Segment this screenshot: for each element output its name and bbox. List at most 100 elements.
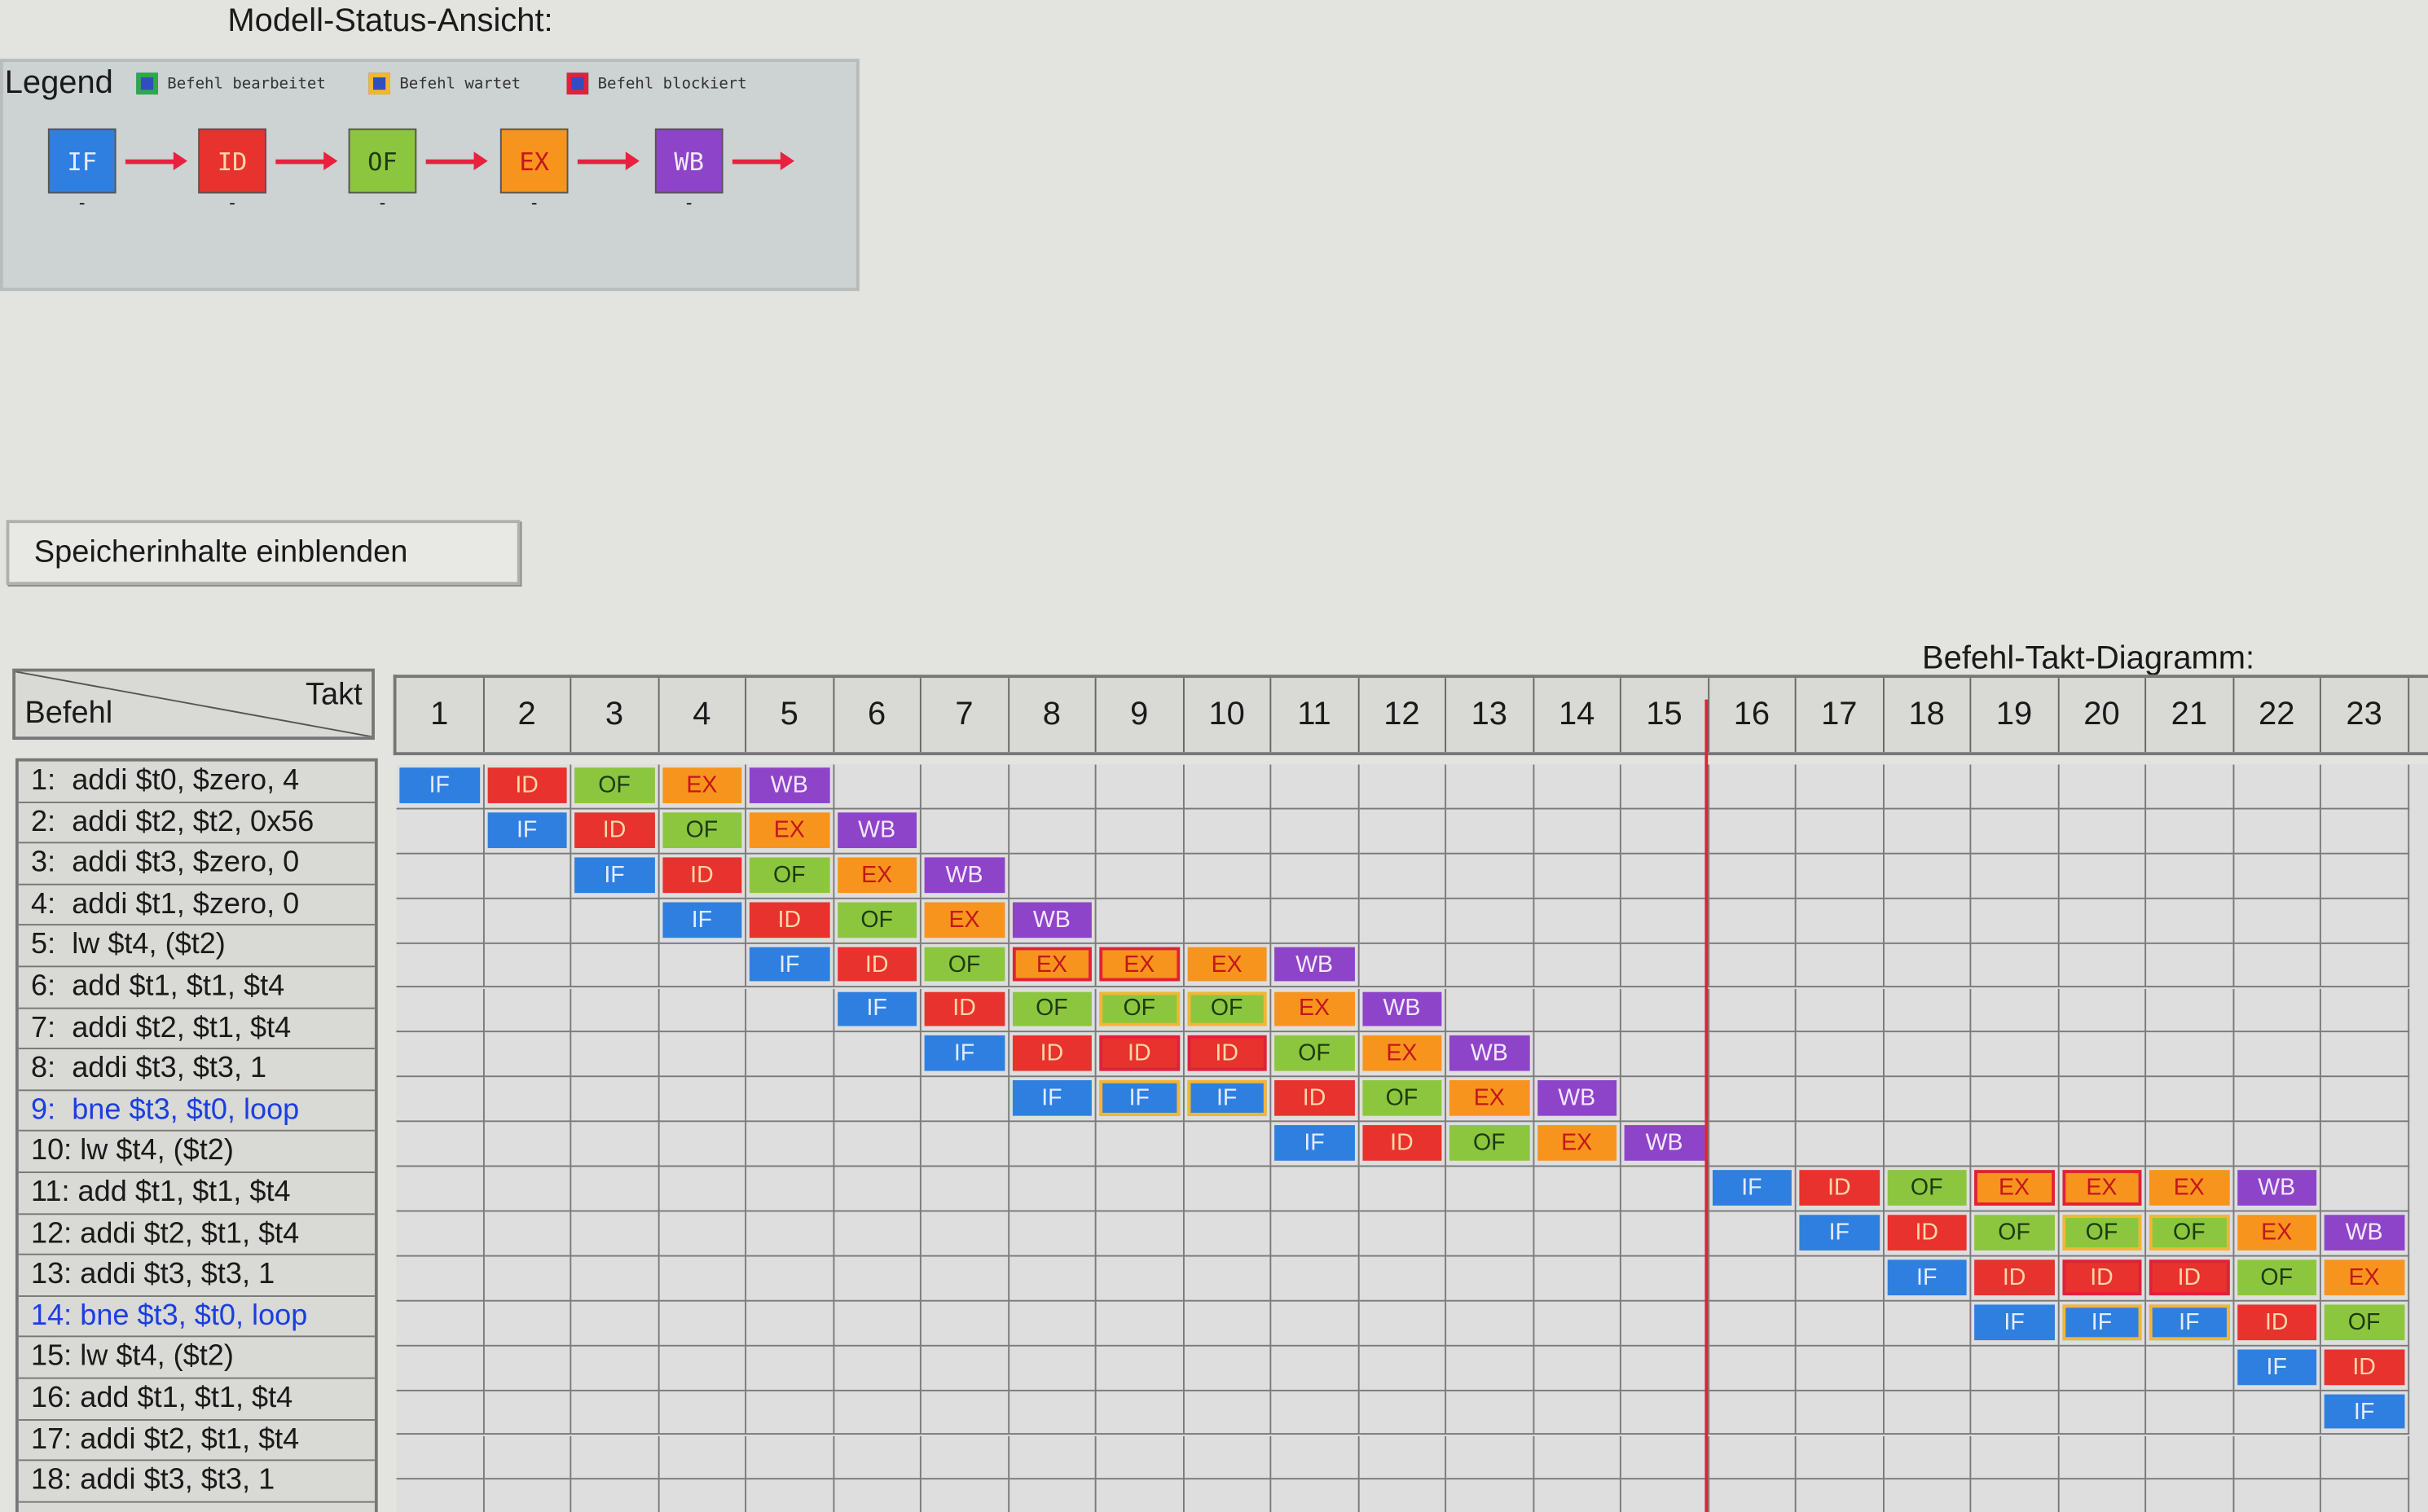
stage-cell: OF bbox=[662, 812, 742, 848]
stage-cell: ID bbox=[837, 946, 917, 982]
grid-cell bbox=[571, 1391, 659, 1435]
grid-cell: EX bbox=[834, 854, 921, 899]
grid-cell bbox=[1883, 987, 1972, 1033]
grid-cell: OF bbox=[1271, 1032, 1359, 1078]
grid-cell bbox=[1621, 854, 1709, 899]
grid-cell bbox=[2320, 899, 2409, 944]
grid-cell: IF bbox=[921, 1032, 1009, 1078]
grid-cell: IF bbox=[1709, 1167, 1797, 1212]
grid-cell bbox=[483, 899, 572, 944]
grid-cell: WB bbox=[1446, 1032, 1534, 1078]
grid-cell: IF bbox=[1271, 1122, 1359, 1167]
grid-cell bbox=[2146, 1479, 2234, 1512]
grid-cell bbox=[1883, 1391, 1972, 1435]
stage-cell: OF bbox=[1886, 1170, 1967, 1206]
stage-arrow bbox=[577, 152, 640, 170]
grid-cell: IF bbox=[834, 987, 921, 1033]
grid-cell bbox=[1533, 1301, 1621, 1347]
stage-cell: ID bbox=[662, 857, 742, 893]
grid-cell bbox=[2233, 1032, 2321, 1078]
grid-cell bbox=[1971, 1479, 2059, 1512]
grid-cell bbox=[746, 1346, 834, 1391]
grid-cell bbox=[396, 809, 484, 855]
stage-box: OF bbox=[348, 128, 417, 194]
grid-cell bbox=[1271, 764, 1359, 810]
grid-cell bbox=[1096, 1301, 1184, 1347]
grid-cell: OF bbox=[2146, 1211, 2234, 1257]
grid-cell: IF bbox=[1009, 1077, 1097, 1123]
stage-cell: EX bbox=[1099, 946, 1180, 982]
grid-cell bbox=[1446, 1211, 1534, 1257]
grid-cell: WB bbox=[921, 854, 1009, 899]
grid-cell: IF bbox=[2233, 1346, 2321, 1391]
grid-cell bbox=[571, 1122, 659, 1167]
grid-cell bbox=[2146, 1122, 2234, 1167]
grid-cell bbox=[1533, 764, 1621, 810]
stage-cell: IF bbox=[1886, 1259, 1967, 1295]
grid-cell: EX bbox=[2233, 1211, 2321, 1257]
instruction: 11: add $t1, $t1, $t4 bbox=[18, 1173, 375, 1215]
grid-cell bbox=[746, 1479, 834, 1512]
grid-cell bbox=[1796, 764, 1884, 810]
grid-cell bbox=[1971, 899, 2059, 944]
grid-cell bbox=[746, 1167, 834, 1212]
stage-cell: IF bbox=[574, 857, 654, 893]
grid-cell: EX bbox=[1183, 943, 1272, 988]
corner-header: Befehl Takt bbox=[12, 668, 375, 741]
grid-cell bbox=[1446, 1167, 1534, 1212]
grid-cell bbox=[658, 1301, 747, 1347]
grid-cell: ID bbox=[1271, 1077, 1359, 1123]
current-cycle-marker bbox=[1704, 699, 1709, 1512]
stage-cell: OF bbox=[2324, 1304, 2404, 1340]
grid-cell bbox=[834, 1032, 921, 1078]
stage-cell: WB bbox=[837, 812, 917, 848]
stage-cell: OF bbox=[1274, 1035, 1354, 1072]
grid-cell bbox=[2233, 943, 2321, 988]
grid-cell bbox=[1183, 1301, 1272, 1347]
grid-cell bbox=[1183, 1346, 1272, 1391]
stage-cell: IF bbox=[1011, 1080, 1092, 1117]
grid-cell bbox=[1883, 1301, 1972, 1347]
stage-cell: IF bbox=[662, 901, 742, 938]
legend-swatch bbox=[136, 73, 158, 94]
legend-item: Befehl blockiert bbox=[566, 73, 747, 94]
grid-cell: ID bbox=[834, 943, 921, 988]
grid-cell bbox=[396, 899, 484, 944]
stage-status: - bbox=[530, 191, 538, 214]
grid-cell bbox=[1009, 1346, 1097, 1391]
grid-cell bbox=[746, 1391, 834, 1435]
grid-cell bbox=[2058, 1435, 2147, 1480]
grid-cell bbox=[1358, 809, 1447, 855]
grid-cell bbox=[1709, 943, 1797, 988]
grid-cell bbox=[658, 1256, 747, 1302]
grid-cell bbox=[1621, 899, 1709, 944]
grid-cell bbox=[1709, 1077, 1797, 1123]
grid-cell bbox=[1271, 1167, 1359, 1212]
grid-cell bbox=[1183, 1391, 1272, 1435]
stage-cell: EX bbox=[1186, 946, 1267, 982]
grid-cell bbox=[746, 1301, 834, 1347]
grid-cell bbox=[2320, 1032, 2409, 1078]
grid-cell bbox=[921, 1435, 1009, 1480]
cycle-header: 1 2 3 4 5 6 7 8 9 10 11 12 13 14 15 16 17 18 19 20 21 22 23 bbox=[393, 675, 2428, 756]
stage-cell: EX bbox=[2237, 1215, 2317, 1250]
grid-cell bbox=[571, 899, 659, 944]
grid-cell bbox=[2146, 1435, 2234, 1480]
grid-cell: ID bbox=[571, 809, 659, 855]
instruction: 18: addi $t3, $t3, 1 bbox=[18, 1461, 375, 1503]
stage-cell: ID bbox=[2324, 1348, 2404, 1385]
grid-cell bbox=[2146, 1391, 2234, 1435]
grid-cell bbox=[396, 1301, 484, 1347]
stage-cell: IF bbox=[2149, 1304, 2229, 1340]
grid-cell bbox=[746, 1077, 834, 1123]
grid-cell bbox=[1446, 1346, 1534, 1391]
grid-cell bbox=[571, 987, 659, 1033]
grid-cell bbox=[484, 1479, 572, 1512]
grid-cell bbox=[397, 1479, 484, 1512]
grid-cell bbox=[921, 1256, 1009, 1302]
toggle-memory-button[interactable]: Speicherinhalte einblenden bbox=[6, 520, 521, 586]
grid-cell bbox=[1533, 899, 1621, 944]
grid-cell bbox=[834, 764, 921, 810]
grid-cell: EX bbox=[1358, 1032, 1447, 1078]
grid-cell bbox=[1358, 1391, 1447, 1435]
